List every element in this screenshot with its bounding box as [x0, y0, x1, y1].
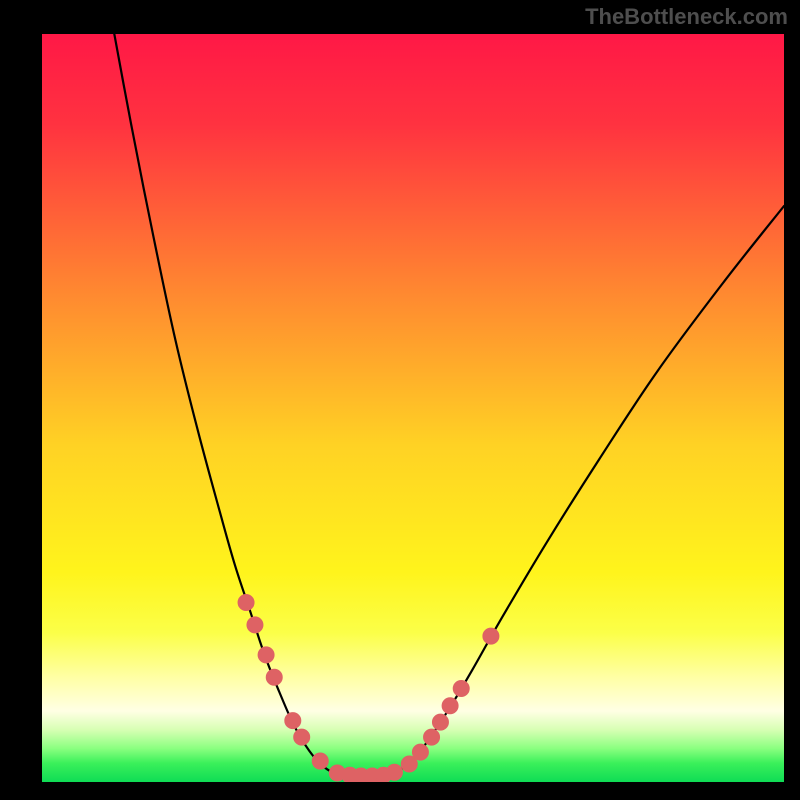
- data-marker: [412, 744, 428, 760]
- data-marker: [386, 764, 402, 780]
- plot-area: [42, 34, 784, 782]
- data-marker: [247, 617, 263, 633]
- data-marker: [442, 698, 458, 714]
- plot-svg: [42, 34, 784, 782]
- data-marker: [424, 729, 440, 745]
- data-marker: [453, 681, 469, 697]
- data-marker: [258, 647, 274, 663]
- data-marker: [294, 729, 310, 745]
- gradient-background: [42, 34, 784, 782]
- data-marker: [432, 714, 448, 730]
- watermark-text: TheBottleneck.com: [585, 4, 788, 30]
- data-marker: [483, 628, 499, 644]
- data-marker: [285, 713, 301, 729]
- data-marker: [266, 669, 282, 685]
- data-marker: [238, 594, 254, 610]
- data-marker: [312, 753, 328, 769]
